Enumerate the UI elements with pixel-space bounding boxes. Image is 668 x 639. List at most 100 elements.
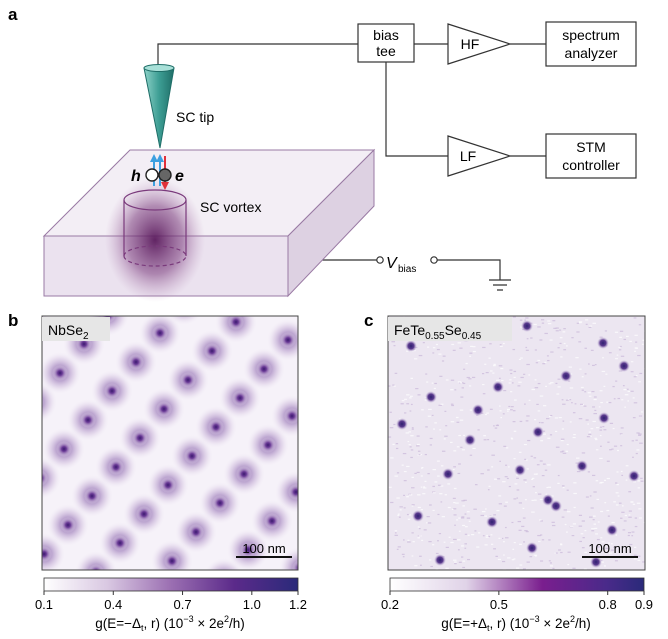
noise-speck	[493, 548, 496, 550]
noise-speck	[445, 567, 449, 569]
noise-speck	[643, 521, 645, 524]
noise-speck	[560, 438, 565, 440]
noise-speck	[498, 377, 501, 379]
noise-speck	[547, 464, 551, 466]
noise-speck	[402, 452, 407, 455]
noise-speck	[454, 389, 457, 391]
vortex-core	[526, 542, 538, 554]
noise-speck	[585, 496, 589, 498]
noise-speck	[505, 447, 509, 449]
noise-speck	[633, 376, 637, 378]
noise-speck	[484, 515, 487, 517]
vortex-core	[280, 332, 296, 348]
spectrum-label-2: analyzer	[565, 45, 618, 61]
vortex-core	[240, 542, 256, 558]
noise-speck	[466, 517, 471, 519]
noise-speck	[641, 343, 644, 345]
noise-speck	[423, 486, 426, 488]
noise-speck	[567, 564, 570, 566]
noise-speck	[604, 502, 607, 504]
noise-speck	[591, 530, 595, 532]
noise-speck	[429, 504, 432, 506]
noise-speck	[602, 426, 605, 428]
colorbar-tick-label: 0.2	[381, 597, 399, 612]
noise-speck	[455, 502, 459, 504]
noise-speck	[487, 489, 490, 491]
noise-speck	[492, 372, 495, 374]
bias-tee-label-1: bias	[373, 27, 399, 43]
noise-speck	[584, 391, 587, 393]
noise-speck	[489, 343, 492, 345]
material-tag-b: NbSe2	[48, 322, 89, 342]
noise-speck	[401, 400, 405, 402]
noise-speck	[546, 486, 549, 489]
noise-speck	[588, 431, 591, 433]
noise-speck	[484, 508, 487, 510]
noise-speck	[418, 454, 421, 456]
noise-speck	[453, 514, 457, 516]
stm-map-nbse2	[42, 316, 298, 570]
noise-speck	[591, 390, 595, 393]
noise-speck	[403, 507, 406, 509]
noise-speck	[390, 457, 394, 459]
noise-speck	[547, 437, 551, 439]
noise-speck	[597, 521, 600, 523]
noise-speck	[494, 478, 498, 480]
noise-speck	[474, 530, 477, 532]
noise-speck	[638, 324, 642, 326]
vortex-core	[208, 419, 224, 435]
noise-speck	[493, 365, 496, 367]
noise-speck	[555, 327, 559, 329]
noise-speck	[519, 319, 523, 321]
noise-speck	[523, 443, 527, 446]
colorbar-tick-label: 0.8	[599, 597, 617, 612]
noise-speck	[639, 372, 643, 375]
vortex-core	[204, 343, 220, 359]
noise-speck	[561, 399, 564, 401]
noise-speck	[533, 554, 538, 556]
noise-speck	[498, 537, 502, 539]
noise-speck	[595, 449, 599, 451]
noise-speck	[601, 370, 606, 373]
noise-speck	[599, 336, 603, 338]
noise-speck	[525, 420, 529, 422]
noise-speck	[452, 497, 456, 499]
noise-speck	[482, 346, 486, 349]
noise-speck	[411, 504, 415, 506]
noise-speck	[600, 537, 603, 539]
noise-speck	[503, 389, 507, 392]
noise-speck	[578, 525, 583, 527]
noise-speck	[535, 362, 539, 364]
noise-speck	[442, 355, 446, 357]
noise-speck	[605, 547, 608, 549]
noise-speck	[453, 450, 457, 452]
noise-speck	[467, 534, 470, 536]
noise-speck	[547, 323, 552, 325]
noise-speck	[513, 399, 517, 401]
noise-speck	[638, 433, 642, 435]
noise-speck	[407, 440, 410, 443]
noise-speck	[569, 387, 574, 389]
noise-speck	[572, 412, 576, 414]
noise-speck	[488, 485, 491, 487]
noise-speck	[407, 539, 410, 541]
vortex-core	[405, 340, 417, 352]
vortex-core	[264, 513, 280, 529]
noise-speck	[444, 435, 448, 437]
noise-speck	[513, 541, 516, 544]
vortex-core	[597, 337, 609, 349]
noise-speck	[619, 345, 622, 348]
noise-speck	[636, 502, 641, 504]
noise-speck	[620, 470, 623, 473]
noise-speck	[534, 387, 539, 389]
noise-speck	[534, 349, 537, 351]
sc-tip	[143, 64, 175, 149]
noise-speck	[499, 405, 501, 407]
noise-speck	[533, 323, 537, 326]
vortex-core	[472, 404, 484, 416]
noise-speck	[396, 497, 400, 499]
noise-speck	[601, 541, 605, 543]
noise-speck	[615, 358, 618, 360]
noise-speck	[485, 371, 489, 374]
noise-speck	[595, 438, 598, 441]
